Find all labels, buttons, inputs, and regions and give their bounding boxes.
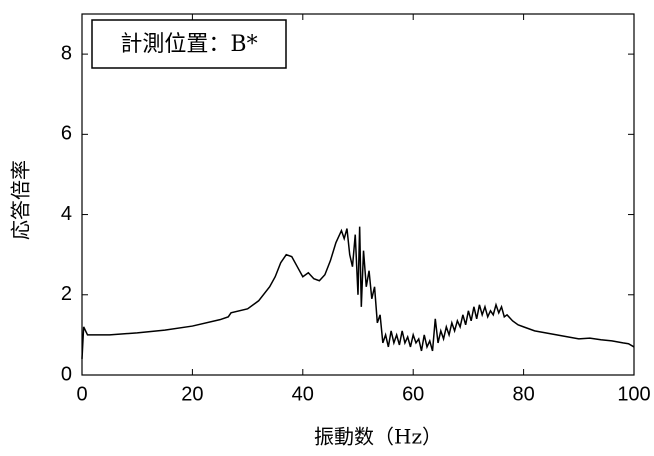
data-line (81, 226, 635, 359)
x-tick-label: 60 (402, 383, 424, 405)
y-tick-label: 0 (61, 363, 72, 385)
plot-frame (81, 13, 635, 376)
x-tick-label: 20 (181, 383, 203, 405)
y-tick-label: 6 (61, 123, 72, 145)
annotation-box (91, 19, 287, 69)
annotation: 計測位置：B* (120, 32, 257, 57)
y-axis-label: 応答倍率 (9, 160, 33, 240)
y-tick-label: 8 (61, 42, 72, 64)
y-tick-label: 2 (61, 283, 72, 305)
x-axis-label: 振動数（Hz） (314, 425, 442, 449)
x-tick-label: 40 (292, 383, 314, 405)
x-tick-label: 0 (76, 383, 87, 405)
x-tick-label: 80 (512, 383, 534, 405)
y-tick-label: 4 (61, 203, 72, 225)
x-tick-label: 100 (617, 383, 650, 405)
